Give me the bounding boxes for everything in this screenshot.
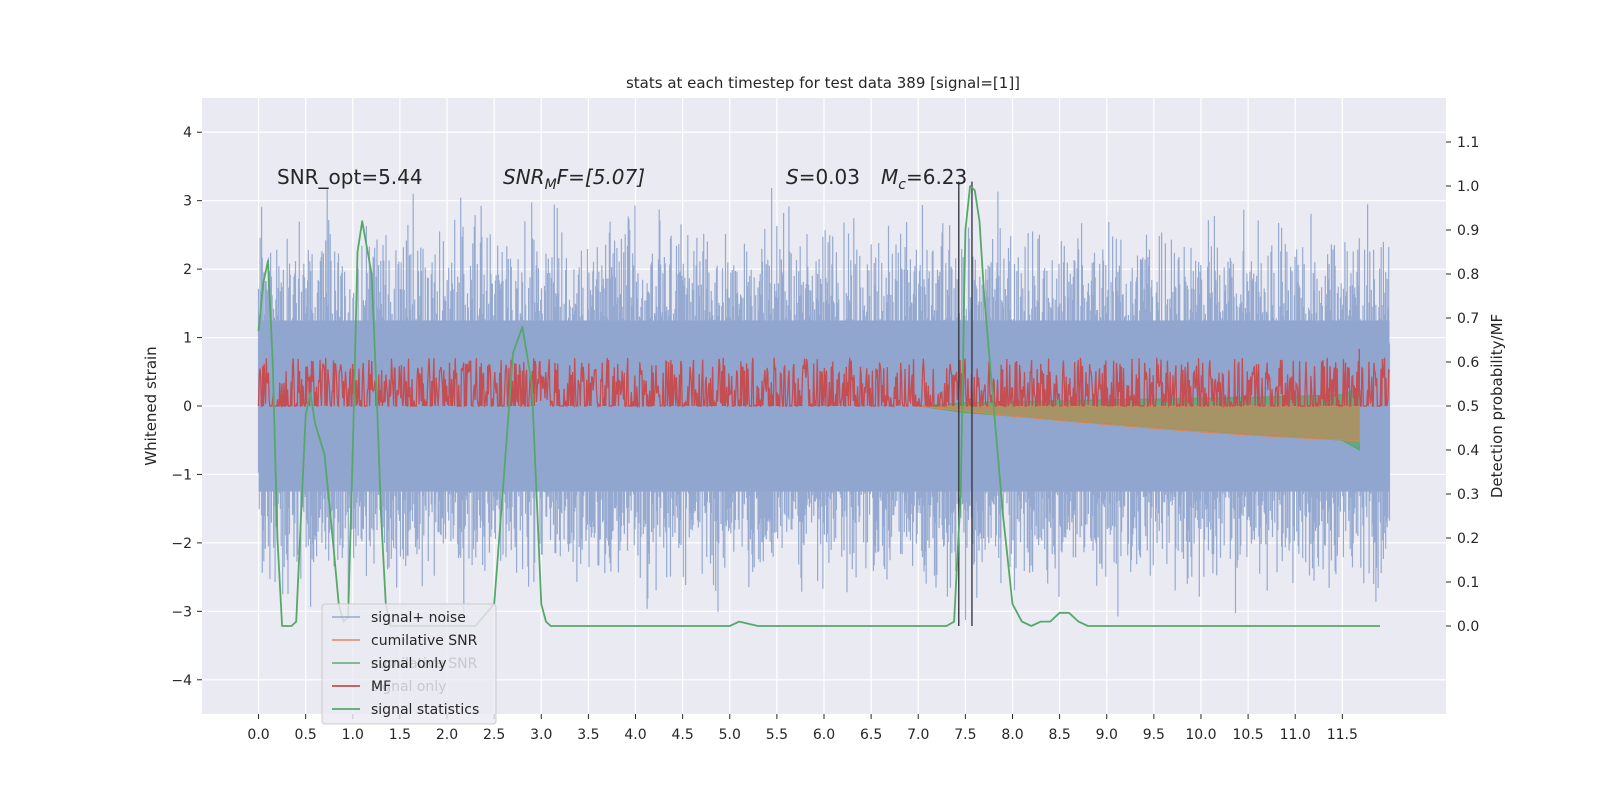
legend-label: cumilative SNR [371, 633, 478, 649]
y-axis-label-right: Detection probability/MF [1488, 314, 1506, 498]
legend-label: signal statistics [371, 702, 479, 718]
x-tick-label: 0.5 [295, 727, 317, 743]
x-tick-label: 3.5 [577, 727, 599, 743]
y-left-tick-label: 3 [183, 194, 192, 210]
series-cumilative-snr [918, 405, 1360, 442]
y-right-tick-label: 0.4 [1457, 443, 1479, 459]
x-tick-label: 7.5 [954, 727, 976, 743]
annotation-s: S=0.03 [786, 165, 860, 189]
annotation-s-symbol: S [786, 165, 799, 189]
x-tick-label: 5.0 [719, 727, 741, 743]
x-tick-label: 9.0 [1096, 727, 1118, 743]
legend: cumilative SNR signal only signal+ noise… [321, 603, 497, 725]
annotation-mc-main: M [881, 165, 898, 189]
series-layer [257, 181, 1391, 627]
y-left-tick-label: −4 [171, 673, 192, 689]
annotation-s-value: =0.03 [799, 165, 860, 189]
y-right-tick-label: 0.3 [1457, 487, 1479, 503]
legend-ghost-signal-only: signal only [371, 679, 446, 695]
x-tick-label: 5.5 [766, 727, 788, 743]
x-tick-label: 10.5 [1233, 727, 1264, 743]
x-tick-label: 6.0 [813, 727, 835, 743]
legend-label: MF [371, 679, 391, 695]
x-tick-label: 8.0 [1001, 727, 1023, 743]
y-left-tick-label: 2 [183, 262, 192, 278]
x-tick-label: 4.0 [624, 727, 646, 743]
x-tick-label: 3.0 [530, 727, 552, 743]
series-signal-statistics [257, 185, 1380, 627]
y-right-tick-label: 0.5 [1457, 399, 1479, 415]
annotation-snr-mf-main: SNR [503, 165, 545, 189]
x-tick-label: 11.0 [1280, 727, 1311, 743]
y-right-tick-label: 1.0 [1457, 179, 1479, 195]
x-tick-label: 2.0 [436, 727, 458, 743]
axes-layer: 0.0 0.5 1.0 1.5 2.0 2.5 3.0 3.5 4.0 4.5 5.0 5.5 6.0 6… [171, 125, 1479, 743]
y-left-tick-label: −2 [171, 536, 192, 552]
x-tick-label: 4.5 [672, 727, 694, 743]
annotation-snr-mf-rest: F=[5.07] [557, 165, 645, 189]
annotation-snr-opt: SNR_opt=5.44 [277, 165, 423, 189]
x-tick-label: 6.5 [860, 727, 882, 743]
x-tick-label: 2.5 [483, 727, 505, 743]
chart-title: stats at each timestep for test data 389… [626, 74, 1020, 92]
legend-ghost-cumilative-snr: cumilative SNR [371, 656, 478, 672]
y-left-tick-label: −3 [171, 604, 192, 620]
legend-box [321, 603, 497, 725]
y-right-tick-label: 0.0 [1457, 619, 1479, 635]
y-right-tick-label: 0.1 [1457, 575, 1479, 591]
x-tick-label: 1.0 [342, 727, 364, 743]
x-tick-label: 7.0 [907, 727, 929, 743]
y-right-tick-label: 0.6 [1457, 355, 1479, 371]
x-tick-label: 11.5 [1327, 727, 1358, 743]
annotation-mc-sub: c [898, 177, 906, 193]
annotation-mc-value: =6.23 [906, 165, 967, 189]
x-tick-label: 0.0 [247, 727, 269, 743]
series-mf [257, 348, 1391, 409]
y-right-tick-label: 0.2 [1457, 531, 1479, 547]
annotation-snr-mf: SNRMF=[5.07] [503, 165, 645, 193]
y-right-tick-label: 1.1 [1457, 135, 1479, 151]
legend-label: signal only [371, 656, 446, 672]
x-tick-label: 1.5 [389, 727, 411, 743]
x-tick-label: 10.0 [1185, 727, 1216, 743]
x-tick-label: 9.5 [1143, 727, 1165, 743]
y-right-tick-label: 0.7 [1457, 311, 1479, 327]
legend-label: signal+ noise [371, 610, 466, 626]
y-left-tick-label: −1 [171, 467, 192, 483]
y-right-tick-label: 0.8 [1457, 267, 1479, 283]
y-axis-label-left: Whitened strain [142, 346, 160, 465]
y-left-tick-label: 4 [183, 125, 192, 141]
annotation-mc: Mc=6.23 [881, 165, 967, 193]
y-left-tick-label: 1 [183, 331, 192, 347]
x-tick-label: 8.5 [1048, 727, 1070, 743]
y-left-tick-label: 0 [183, 399, 192, 415]
annotation-snr-mf-sub: M [545, 177, 557, 193]
y-right-tick-label: 0.9 [1457, 223, 1479, 239]
